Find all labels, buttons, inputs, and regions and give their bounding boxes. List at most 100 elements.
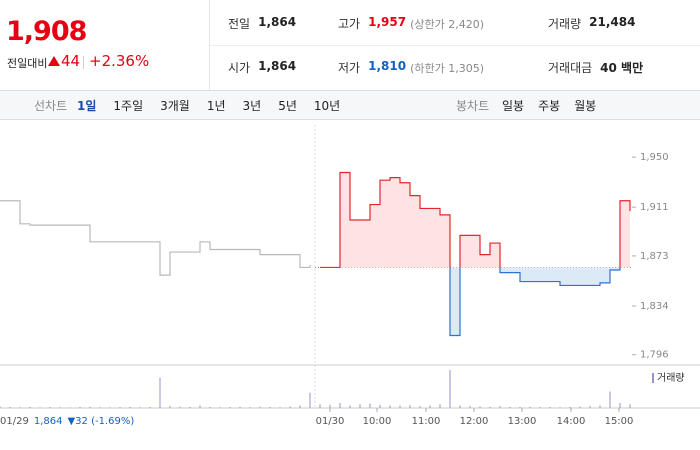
volume-bar	[279, 407, 281, 408]
tab[interactable]: 월봉	[574, 99, 597, 113]
info-value: 1,864	[258, 15, 297, 29]
volume-bar	[499, 406, 501, 408]
volume-bar	[319, 404, 321, 408]
volume-bar	[529, 406, 531, 408]
legend-swatch	[652, 373, 654, 383]
info-note: (상한가 2,420)	[410, 18, 484, 31]
tab-group-label[interactable]: 선차트	[34, 99, 68, 113]
info-value: 1,810	[368, 59, 407, 73]
x-tick-label: 14:00	[557, 416, 586, 427]
volume-bar	[339, 402, 341, 408]
volume-bar	[479, 406, 481, 408]
info-value: 40 백만	[600, 61, 644, 75]
x-tick-label: 10:00	[363, 416, 392, 427]
volume-bar	[419, 406, 421, 408]
info-note: (하한가 1,305)	[410, 62, 484, 75]
tab-group-label[interactable]: 봉차트	[456, 99, 490, 113]
volume-bar	[129, 406, 131, 408]
y-tick-label: 1,873	[640, 251, 669, 262]
quote-box: 1,908 전일대비 44 +2.36%	[0, 0, 210, 90]
volume-bar	[159, 377, 161, 408]
footer-date: 01/29	[0, 416, 29, 427]
price-line	[0, 200, 311, 276]
divider	[83, 56, 84, 69]
volume-bar	[29, 406, 31, 408]
change-label: 전일대비	[7, 57, 48, 70]
volume-bar	[109, 407, 111, 408]
tab[interactable]: 1주일	[113, 99, 144, 113]
volume-bar	[579, 406, 581, 408]
info-label: 거래대금	[548, 61, 593, 75]
volume-bar	[289, 406, 291, 408]
y-tick-label: 1,911	[640, 202, 669, 213]
info-value: 1,957	[368, 15, 407, 29]
volume-bar	[39, 407, 41, 408]
volume-bar	[219, 407, 221, 408]
tab[interactable]: 3개월	[160, 99, 190, 113]
volume-bar	[329, 404, 331, 408]
area	[320, 172, 630, 336]
tab[interactable]: 5년	[278, 99, 297, 113]
tab[interactable]: 일봉	[502, 99, 525, 113]
y-tick-label: 1,950	[640, 152, 669, 163]
volume-bar	[379, 404, 381, 408]
volume-bar	[399, 405, 401, 408]
volume-bar	[99, 407, 101, 408]
volume-bar	[359, 404, 361, 408]
volume-bar	[89, 406, 91, 408]
tab[interactable]: 3년	[242, 99, 262, 113]
volume-bar	[49, 407, 51, 408]
volume-bar	[239, 406, 241, 408]
volume-bar	[19, 407, 21, 408]
volume-bar	[69, 407, 71, 408]
volume-bar	[179, 406, 181, 408]
info-label: 전일	[228, 17, 251, 31]
volume-bar	[189, 406, 191, 408]
volume-bar	[549, 406, 551, 408]
volume-bar	[559, 407, 561, 408]
volume-bar	[469, 406, 471, 408]
volume-bar	[249, 407, 251, 408]
price-line	[320, 171, 631, 337]
volume-bar	[369, 403, 371, 408]
volume-bar	[119, 407, 121, 408]
price: 1,908	[6, 16, 87, 47]
footer-change: ▼32 (-1.69%)	[67, 416, 134, 427]
volume-bar	[429, 405, 431, 408]
volume-bar	[539, 407, 541, 408]
tab-bar	[0, 90, 700, 120]
volume-bar	[439, 404, 441, 408]
info-label: 고가	[338, 17, 361, 31]
volume-bar	[229, 407, 231, 408]
row-divider	[210, 45, 700, 46]
volume-bar	[149, 406, 151, 408]
info-label: 거래량	[548, 17, 582, 31]
y-tick-label: 1,796	[640, 350, 669, 361]
volume-bar	[169, 406, 171, 408]
volume-bar	[79, 406, 81, 408]
volume-bar	[459, 405, 461, 408]
volume-bar	[9, 406, 11, 408]
volume-bar	[59, 407, 61, 408]
tab[interactable]: 10년	[313, 99, 341, 113]
volume-bar	[349, 405, 351, 408]
volume-bar	[139, 407, 141, 408]
volume-bar	[519, 406, 521, 408]
x-tick-label: 13:00	[508, 416, 537, 427]
tab[interactable]: 1년	[206, 99, 226, 113]
info-label: 시가	[228, 61, 251, 75]
x-tick-label: 12:00	[460, 416, 489, 427]
footer-price: 1,864	[34, 416, 63, 427]
tab[interactable]: 주봉	[538, 99, 561, 113]
volume-bar	[619, 402, 621, 408]
volume-bar	[209, 406, 211, 408]
volume-bar	[269, 406, 271, 408]
volume-bar	[589, 406, 591, 408]
legend-label: 거래량	[657, 372, 685, 384]
volume-bar	[489, 406, 491, 408]
tab[interactable]: 1일	[77, 99, 97, 113]
volume-bar	[199, 405, 201, 408]
volume-bar	[0, 406, 1, 408]
x-tick-label: 11:00	[412, 416, 441, 427]
